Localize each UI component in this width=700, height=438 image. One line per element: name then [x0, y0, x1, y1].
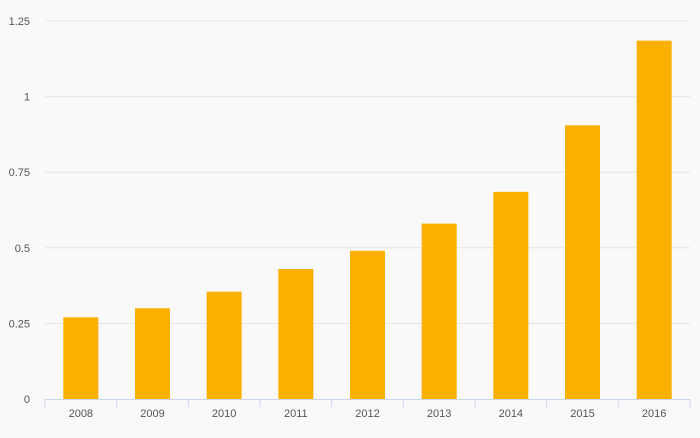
x-tick-label: 2012	[355, 408, 379, 420]
bar	[278, 268, 314, 399]
bar	[421, 223, 457, 399]
x-tick-label: 2010	[212, 408, 236, 420]
x-tick-label: 2016	[642, 408, 666, 420]
x-tick-label: 2011	[284, 408, 308, 420]
bar	[493, 191, 529, 399]
x-tick-label: 2008	[69, 408, 93, 420]
bars	[63, 40, 672, 399]
x-tick-label: 2015	[570, 408, 594, 420]
bar	[350, 250, 385, 399]
y-tick-label: 1	[24, 92, 30, 104]
y-tick-label: 1.25	[9, 16, 30, 28]
y-tick-label: 0.75	[9, 167, 30, 179]
x-tick-label: 2009	[140, 408, 164, 420]
x-axis	[44, 399, 691, 407]
x-tick-label: 2013	[427, 408, 451, 420]
x-tick-label: 2014	[499, 408, 523, 420]
x-axis-tick-labels: 2008 2009 2010 2011 2012 2013 2014 2015 2016	[69, 408, 667, 420]
y-tick-label: 0	[24, 394, 30, 406]
bar	[63, 317, 99, 399]
bar	[636, 40, 672, 399]
bar	[565, 125, 600, 399]
bar	[206, 291, 242, 399]
y-tick-label: 0.25	[9, 318, 30, 330]
y-axis-tick-labels: 0 0.25 0.5 0.75 1 1.25	[9, 16, 30, 406]
y-tick-label: 0.5	[15, 243, 30, 255]
bar	[135, 308, 170, 399]
